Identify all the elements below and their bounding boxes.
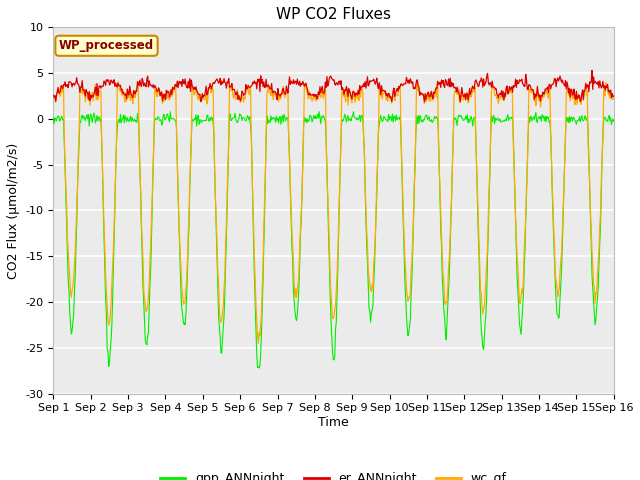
Text: WP_processed: WP_processed: [59, 39, 154, 52]
Y-axis label: CO2 Flux (μmol/m2/s): CO2 Flux (μmol/m2/s): [7, 142, 20, 278]
Title: WP CO2 Fluxes: WP CO2 Fluxes: [276, 7, 391, 22]
X-axis label: Time: Time: [318, 416, 349, 429]
Legend: gpp_ANNnight, er_ANNnight, wc_gf: gpp_ANNnight, er_ANNnight, wc_gf: [156, 467, 512, 480]
